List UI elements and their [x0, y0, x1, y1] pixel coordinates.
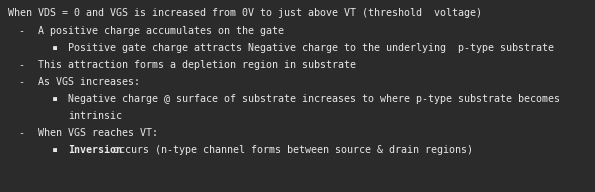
Text: -: -	[18, 26, 24, 36]
Text: -: -	[18, 128, 24, 138]
Text: ▪: ▪	[52, 94, 58, 104]
Text: Negative charge @ surface of substrate increases to where p-type substrate becom: Negative charge @ surface of substrate i…	[68, 94, 560, 104]
Text: This attraction forms a depletion region in substrate: This attraction forms a depletion region…	[38, 60, 356, 70]
Text: occurs (n-type channel forms between source & drain regions): occurs (n-type channel forms between sou…	[107, 145, 473, 155]
Text: intrinsic: intrinsic	[68, 111, 122, 121]
Text: ▪: ▪	[52, 43, 58, 53]
Text: When VDS = 0 and VGS is increased from 0V to just above VT (threshold  voltage): When VDS = 0 and VGS is increased from 0…	[8, 8, 482, 18]
Text: As VGS increases:: As VGS increases:	[38, 77, 140, 87]
Text: When VGS reaches VT:: When VGS reaches VT:	[38, 128, 158, 138]
Text: Positive gate charge attracts Negative charge to the underlying  p-type substrat: Positive gate charge attracts Negative c…	[68, 43, 554, 53]
Text: Inversion: Inversion	[68, 145, 122, 155]
Text: -: -	[18, 77, 24, 87]
Text: A positive charge accumulates on the gate: A positive charge accumulates on the gat…	[38, 26, 284, 36]
Text: -: -	[18, 60, 24, 70]
Text: ▪: ▪	[52, 145, 58, 155]
